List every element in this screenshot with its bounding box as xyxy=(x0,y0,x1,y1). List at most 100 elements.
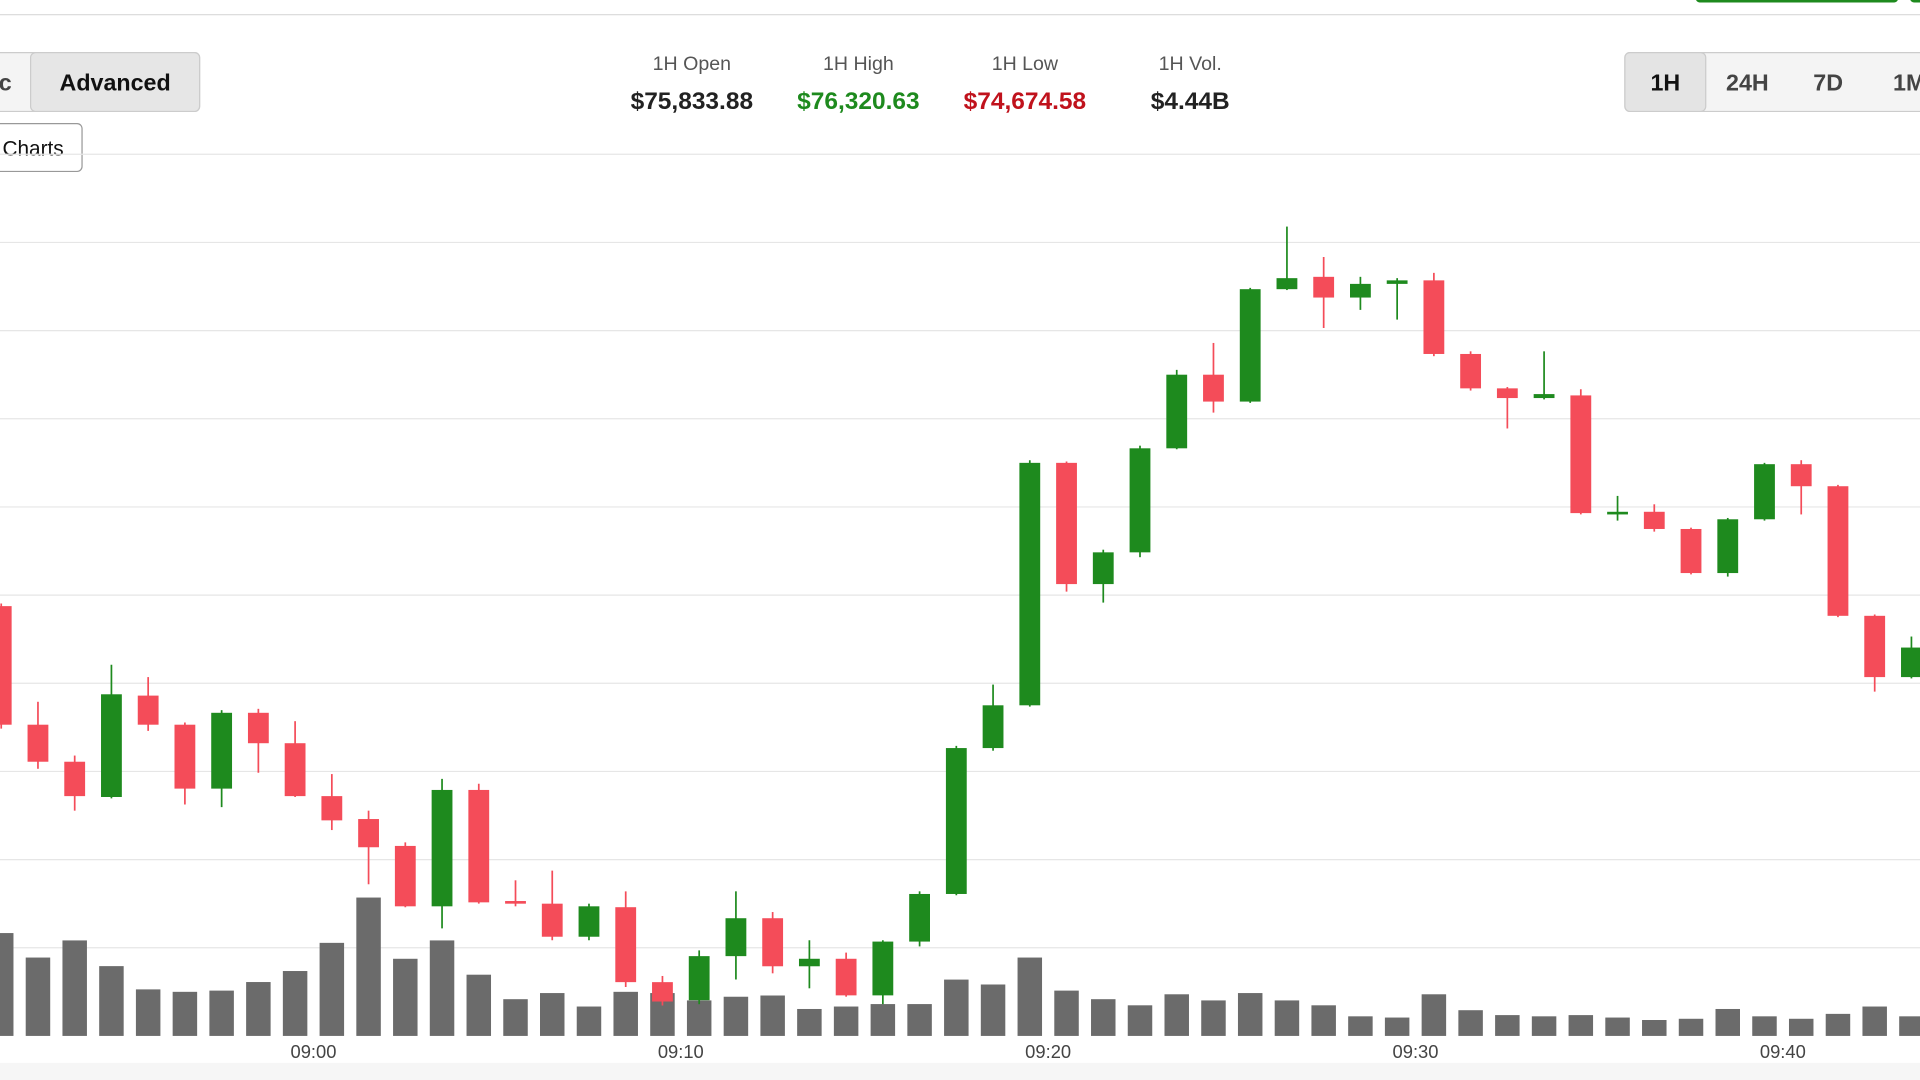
charts-button[interactable] xyxy=(0,123,83,173)
stat-value: $76,320.63 xyxy=(797,88,919,115)
volume-bar xyxy=(1605,1017,1630,1036)
range-tab[interactable]: 7D xyxy=(1813,70,1843,96)
volume-bar xyxy=(1788,1018,1814,1036)
candle-body xyxy=(725,918,747,957)
candle-body xyxy=(1790,464,1812,487)
view-tab-selected[interactable] xyxy=(30,52,201,113)
volume-bar xyxy=(1054,990,1079,1036)
volume-bar xyxy=(1531,1016,1557,1036)
stat-value: $74,674.58 xyxy=(964,88,1086,115)
header-button[interactable] xyxy=(1910,0,1920,3)
volume-bar xyxy=(1862,1006,1887,1036)
candle-body xyxy=(394,845,416,907)
view-tab[interactable]: Advanced xyxy=(60,70,171,96)
volume-bar xyxy=(1752,1016,1777,1036)
candle-body xyxy=(1129,448,1151,553)
candle-body xyxy=(835,958,857,996)
candle-body xyxy=(101,694,122,797)
candle-body xyxy=(688,956,710,1001)
volume-bar xyxy=(907,1004,932,1036)
candle-body xyxy=(541,903,563,937)
volume-bar xyxy=(1715,1008,1740,1036)
volume-bar xyxy=(1421,994,1447,1036)
volume-bar xyxy=(135,989,161,1036)
candle-body xyxy=(1166,374,1188,449)
volume-bar xyxy=(576,1006,602,1036)
volume-bar xyxy=(723,996,749,1036)
candle-body xyxy=(982,705,1004,749)
stat-label: 1H Open xyxy=(653,53,731,75)
volume-bar xyxy=(356,897,381,1036)
volume-bar xyxy=(1274,1000,1300,1036)
candle-body xyxy=(321,796,343,821)
stat-value: $75,833.88 xyxy=(631,88,753,115)
candle-body xyxy=(1350,283,1371,298)
volume-bar xyxy=(1201,1000,1226,1036)
candle-body xyxy=(1019,462,1041,706)
volume-bar xyxy=(1017,957,1043,1036)
volume-bar xyxy=(246,982,271,1036)
x-tick-label: 09:20 xyxy=(1025,1041,1071,1062)
candle-body xyxy=(615,907,637,983)
range-tab[interactable]: 1H xyxy=(1650,70,1680,96)
candle-body xyxy=(1056,462,1077,585)
candle-body xyxy=(798,958,820,967)
candle-body xyxy=(1313,276,1335,298)
volume-bar xyxy=(1237,993,1263,1036)
volume-bar xyxy=(833,1006,859,1036)
candle-body xyxy=(1864,615,1886,678)
candle-body xyxy=(909,893,930,942)
stat-label: 1H Vol. xyxy=(1159,53,1222,75)
volume-bar xyxy=(797,1008,822,1036)
stat-label: 1H High xyxy=(823,53,894,75)
candle-body xyxy=(1386,280,1408,284)
candle-body xyxy=(578,906,600,937)
candle-body xyxy=(468,789,490,903)
volume-bar xyxy=(172,991,198,1036)
volume-bar xyxy=(1642,1020,1667,1036)
candle-body xyxy=(1827,486,1849,616)
volume-bar xyxy=(1311,1005,1336,1036)
chart: 09:00 09:10 09:20 09:30 09:40 xyxy=(0,153,1920,1062)
candle-body xyxy=(1092,552,1114,585)
candle-body xyxy=(1680,528,1702,574)
candle-body xyxy=(1239,289,1261,402)
volume-bar xyxy=(99,966,124,1036)
candle-body xyxy=(1570,395,1592,514)
candle-body xyxy=(872,941,894,996)
candle-body xyxy=(652,982,673,1002)
volume-bar xyxy=(319,942,345,1036)
volume-bar xyxy=(466,974,492,1036)
x-tick-label: 09:40 xyxy=(1760,1041,1806,1062)
candle-body xyxy=(247,712,269,744)
volume-bar xyxy=(209,990,234,1036)
volume-bar xyxy=(1127,1005,1153,1036)
candle-body xyxy=(1533,394,1555,399)
candle-body xyxy=(1643,511,1665,529)
header-button[interactable] xyxy=(1696,0,1898,3)
candle-body xyxy=(1460,353,1482,389)
range-tab[interactable]: 1M xyxy=(1893,70,1920,96)
charts-button-label[interactable]: Charts xyxy=(2,138,63,161)
candle-body xyxy=(431,789,453,907)
candle-body xyxy=(1203,374,1224,402)
range-tab[interactable]: 24H xyxy=(1726,70,1769,96)
stat-value: $4.44B xyxy=(1151,88,1230,115)
volume-bar xyxy=(980,984,1006,1036)
volume-bar xyxy=(686,1000,712,1036)
candle-body xyxy=(358,819,379,848)
volume-bar xyxy=(1164,994,1189,1036)
candle-body xyxy=(1754,464,1775,520)
x-tick-label: 09:10 xyxy=(658,1041,704,1062)
candle-body xyxy=(211,712,233,789)
volume-bar xyxy=(1495,1015,1520,1036)
volume-bar xyxy=(1899,1016,1920,1036)
candle-body xyxy=(174,724,196,789)
range-tab-selected[interactable] xyxy=(1624,52,1707,113)
candle-body xyxy=(1607,511,1628,515)
volume-bar xyxy=(944,979,969,1036)
view-tab[interactable]: c xyxy=(0,70,12,96)
candle-body xyxy=(762,918,784,967)
candle-body xyxy=(0,606,12,725)
